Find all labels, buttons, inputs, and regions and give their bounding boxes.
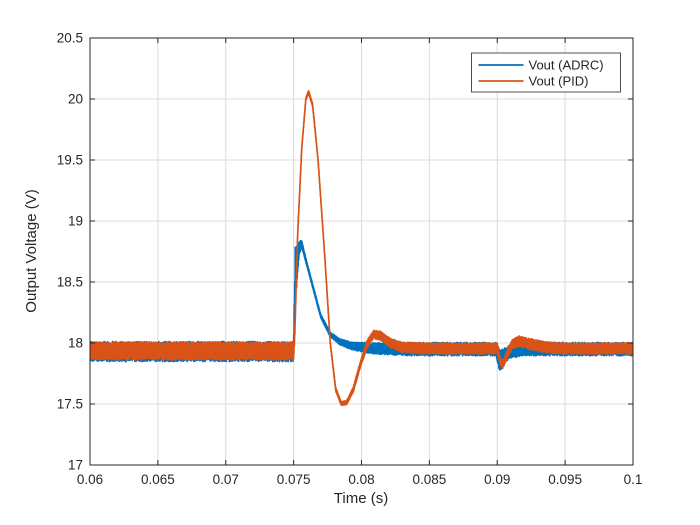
x-tick-label: 0.08 (348, 472, 374, 487)
y-tick-label: 18.5 (57, 275, 83, 290)
y-tick-label: 19 (68, 214, 83, 229)
y-tick-label: 19.5 (57, 153, 83, 168)
y-tick-label: 18 (68, 336, 83, 351)
legend-entry-label: Vout (ADRC) (529, 58, 604, 73)
x-tick-label: 0.1 (624, 472, 643, 487)
axes-box (89, 37, 634, 466)
x-tick-label: 0.09 (484, 472, 510, 487)
legend-box[interactable] (471, 52, 621, 93)
x-axis-label: Time (s) (334, 490, 388, 507)
x-tick-label: 0.07 (213, 472, 239, 487)
legend-entry-label: Vout (PID) (529, 74, 589, 89)
x-tick-label: 0.075 (277, 472, 311, 487)
x-tick-label: 0.065 (141, 472, 175, 487)
y-tick-labels: 17 17.5 18 18.5 19 19.5 20 20.5 (57, 31, 83, 473)
x-tick-label: 0.06 (77, 472, 103, 487)
x-tick-label: 0.095 (548, 472, 582, 487)
x-tick-labels: 0.06 0.065 0.07 0.075 0.08 0.085 0.09 0.095 0.1 (77, 472, 643, 487)
y-tick-label: 17 (68, 458, 83, 473)
x-tick-label: 0.085 (412, 472, 446, 487)
y-tick-label: 17.5 (57, 397, 83, 412)
y-tick-label: 20 (68, 92, 83, 107)
y-tick-label: 20.5 (57, 31, 83, 46)
legend[interactable]: Vout (ADRC)Vout (PID) (471, 52, 621, 93)
y-axis-label: Output Voltage (V) (23, 189, 40, 312)
series-line-vout-pid (90, 90, 633, 407)
